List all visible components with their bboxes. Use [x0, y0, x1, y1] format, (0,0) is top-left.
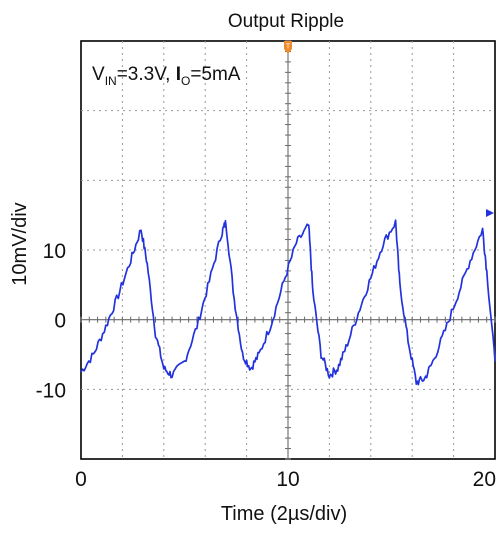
x-tick-label: 20 [473, 468, 496, 491]
trigger-arrow-icon [284, 41, 292, 54]
x-tick-label: 0 [75, 468, 87, 491]
channel-level-icon [486, 209, 494, 217]
io-subscript: O [181, 74, 190, 88]
grid [80, 40, 496, 460]
y-axis-label: 10mV/div [9, 202, 31, 285]
y-tick-labels: 10 0 -10 [36, 240, 66, 402]
conditions-annotation: VIN=3.3V, IO=5mA [92, 64, 241, 88]
x-tick-label: 10 [276, 468, 299, 491]
y-tick-label: -10 [36, 379, 66, 402]
x-tick-labels: 0 10 20 [75, 468, 496, 491]
x-axis-label: Time (2µs/div) [221, 503, 347, 525]
io-symbol: I [176, 64, 181, 85]
vin-subscript: IN [105, 74, 117, 88]
io-value: =5mA [190, 64, 240, 85]
chart-title: Output Ripple [228, 11, 344, 32]
vin-value: =3.3V, [117, 64, 176, 85]
y-tick-label: 10 [43, 240, 66, 263]
trigger-marker: T [284, 41, 292, 54]
trigger-label: T [286, 44, 291, 51]
vin-symbol: V [92, 64, 105, 85]
ripple-trace [80, 219, 496, 386]
y-tick-label: 0 [54, 310, 66, 333]
